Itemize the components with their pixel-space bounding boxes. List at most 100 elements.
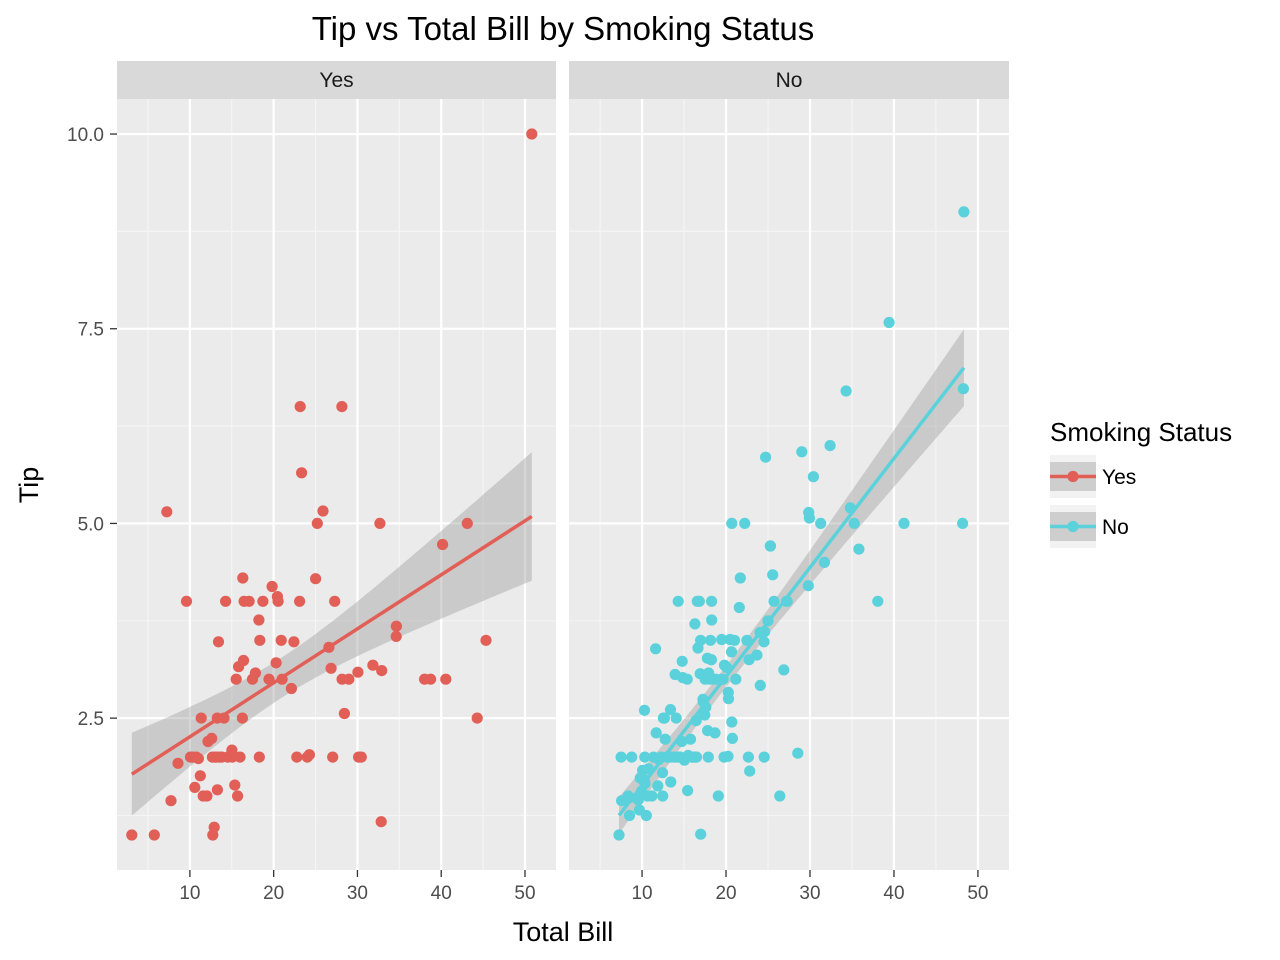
data-point — [652, 780, 664, 792]
data-point — [693, 595, 705, 607]
data-point — [758, 636, 770, 648]
data-point — [234, 751, 246, 763]
data-point — [317, 505, 329, 517]
data-point — [872, 595, 884, 607]
data-point — [774, 790, 786, 802]
chart-title: Tip vs Total Bill by Smoking Status — [312, 10, 815, 47]
data-point — [733, 601, 745, 614]
data-point — [958, 206, 970, 218]
x-tick-label: 30 — [799, 883, 820, 904]
data-point — [266, 580, 278, 593]
x-tick-label: 20 — [263, 883, 284, 904]
data-point — [161, 506, 173, 518]
data-point — [206, 732, 218, 745]
data-point — [325, 662, 337, 674]
panel-strip-no — [569, 61, 1009, 99]
data-point — [853, 543, 865, 555]
data-point — [650, 643, 662, 655]
legend-label-yes: Yes — [1102, 466, 1136, 489]
data-point — [742, 751, 755, 763]
data-point — [230, 673, 242, 685]
data-point — [237, 654, 250, 667]
data-point — [957, 517, 969, 530]
data-point — [253, 614, 265, 626]
data-point — [751, 649, 763, 661]
y-tick-label: 2.5 — [78, 709, 104, 730]
data-point — [664, 704, 677, 716]
data-point — [165, 795, 177, 807]
data-point — [803, 512, 816, 524]
fit-line-group-yes — [130, 514, 533, 776]
data-point — [824, 440, 836, 452]
fit-line — [617, 366, 966, 817]
data-point — [329, 595, 341, 607]
data-point — [689, 618, 701, 630]
data-point — [374, 517, 386, 530]
data-point — [376, 665, 388, 677]
data-point — [802, 580, 814, 592]
legend-key-yes: Yes — [1050, 455, 1136, 498]
points-no — [613, 206, 970, 841]
data-point — [706, 614, 718, 626]
data-point — [471, 712, 483, 724]
data-point — [672, 595, 684, 607]
data-point — [249, 667, 261, 679]
data-point — [623, 809, 636, 822]
data-point — [792, 747, 804, 759]
data-point — [716, 633, 728, 646]
data-point — [726, 732, 739, 745]
data-point — [338, 707, 350, 720]
data-point — [294, 401, 306, 413]
data-point — [437, 538, 449, 551]
data-point — [848, 517, 860, 530]
data-point — [253, 751, 265, 763]
legend-key-no: No — [1050, 505, 1129, 548]
data-point — [754, 679, 766, 692]
x-tick-label: 50 — [967, 883, 988, 904]
data-point — [336, 401, 348, 413]
data-point — [626, 751, 638, 763]
data-point — [706, 595, 718, 607]
data-point — [440, 673, 452, 685]
data-point — [126, 829, 138, 841]
data-point — [189, 781, 201, 794]
data-point — [722, 693, 735, 705]
data-point — [390, 620, 402, 632]
panel-smoker-yes: Yes — [117, 61, 556, 870]
x-tick-label: 40 — [883, 883, 904, 904]
data-point — [728, 634, 741, 646]
data-point — [232, 790, 244, 802]
data-point — [294, 595, 306, 607]
data-point — [957, 383, 970, 395]
y-axis-title: Tip — [14, 467, 44, 504]
data-point — [657, 790, 669, 802]
data-point — [615, 751, 627, 763]
data-point — [764, 540, 777, 552]
x-tick-label: 50 — [514, 883, 535, 904]
x-axis-yes: 10 20 30 40 50 — [179, 870, 536, 904]
data-point — [883, 316, 895, 329]
data-point — [303, 749, 315, 761]
data-point — [237, 572, 249, 584]
data-point — [730, 673, 742, 685]
legend-key-point — [1067, 470, 1079, 483]
data-point — [526, 128, 538, 140]
data-point — [676, 655, 688, 667]
data-point — [739, 517, 751, 530]
data-point — [646, 790, 658, 802]
data-point — [257, 595, 269, 607]
data-point — [229, 779, 241, 791]
data-point — [613, 829, 625, 841]
data-point — [212, 636, 225, 648]
data-point — [355, 751, 367, 763]
legend-label-no: No — [1102, 516, 1129, 539]
data-point — [226, 751, 238, 763]
data-point — [705, 654, 718, 666]
data-point — [291, 751, 303, 763]
data-point — [681, 673, 693, 685]
data-point — [684, 733, 697, 745]
data-point — [712, 790, 724, 802]
data-point — [296, 467, 308, 479]
y-tick-label: 7.5 — [78, 320, 104, 341]
data-point — [148, 829, 160, 841]
